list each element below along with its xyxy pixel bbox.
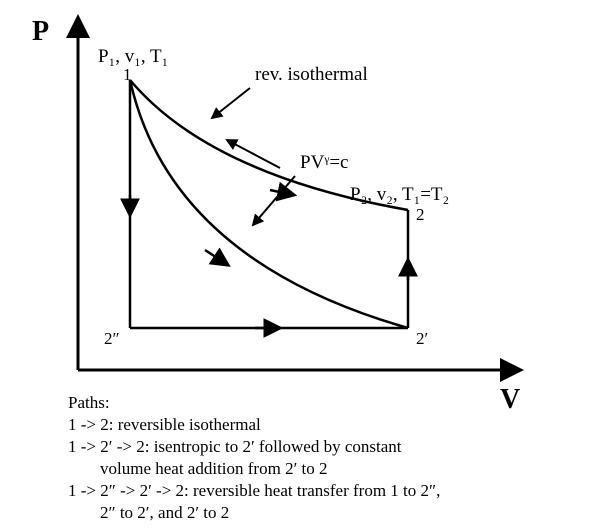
num-2: 2 [416,205,425,224]
label-ise: PVᵞ=c [300,152,348,173]
arrow-isentropic [205,250,228,265]
num-2p: 2′ [416,329,428,348]
paths-l3: 1 -> 2″ -> 2′ -> 2: reversible heat tran… [68,481,440,500]
paths-l1: 1 -> 2: reversible isothermal [68,415,261,434]
label-p1: P₁, v₁, T₁ [98,46,168,67]
label-p2: P₂, v₂, T₁=T₂ [350,184,449,205]
num-2pp: 2″ [104,329,120,348]
paths-l2b: volume heat addition from 2′ to 2 [100,459,328,478]
y-axis-label: P [32,16,49,47]
label-iso: rev. isothermal [255,64,368,85]
annot-arrow-isentropic-b [227,140,280,168]
pv-diagram: P V rev. isothermal PVᵞ=c P₁, v₁, T₁ 1 P… [0,0,611,528]
pv-svg: P V rev. isothermal PVᵞ=c P₁, v₁, T₁ 1 P… [0,0,611,528]
x-axis-label: V [500,384,520,415]
paths-heading: Paths: [68,393,110,412]
annot-arrow-isothermal [212,88,250,118]
num-1: 1 [123,65,132,84]
paths-l2: 1 -> 2′ -> 2: isentropic to 2′ followed … [68,437,402,456]
paths-l3b: 2″ to 2′, and 2′ to 2 [100,503,229,522]
annot-arrow-isentropic-a [253,176,295,225]
